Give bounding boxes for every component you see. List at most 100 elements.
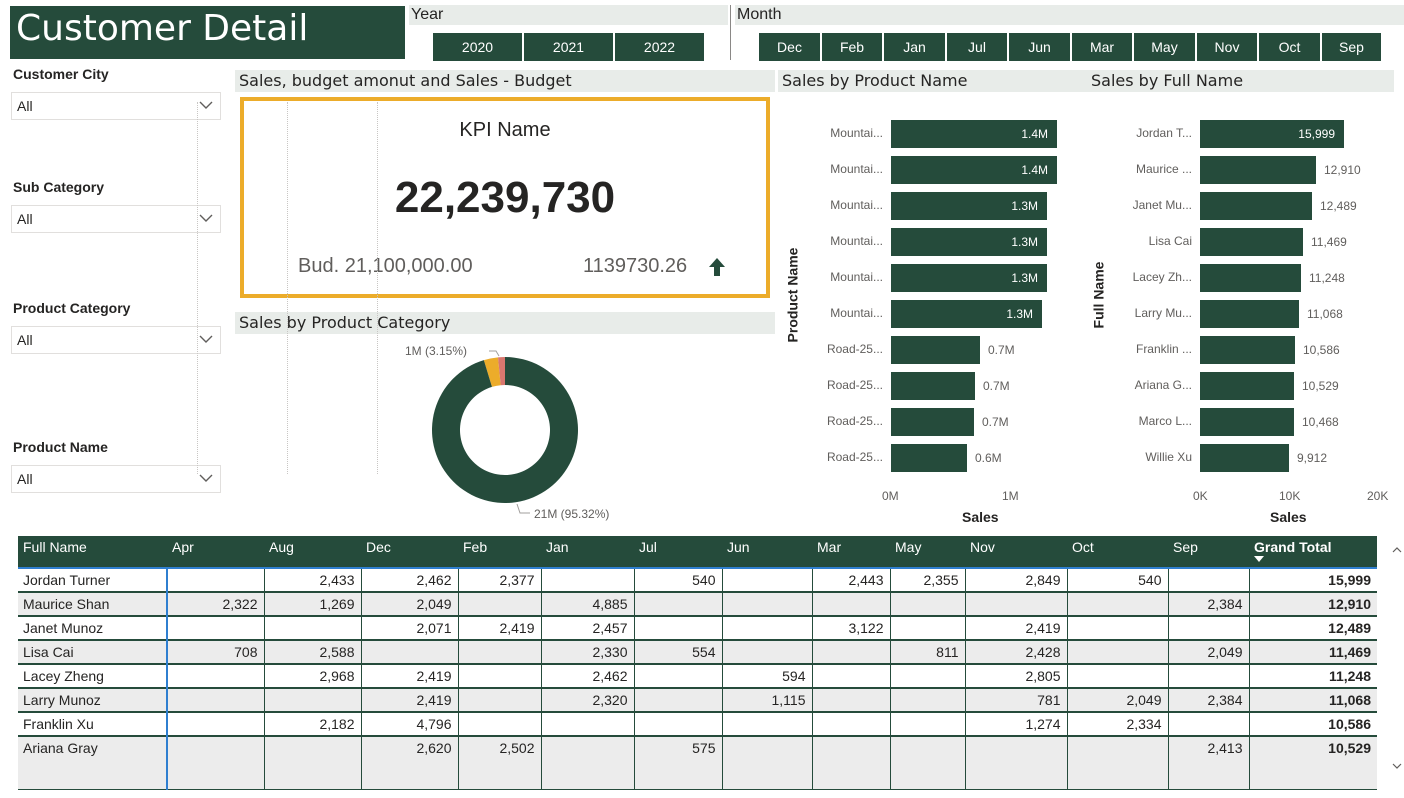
sort-desc-icon[interactable]: [1254, 556, 1264, 562]
value-cell: 2,462: [360, 567, 458, 592]
product-bar-chart[interactable]: Mountai... 1.4M Mountai... 1.4M Mountai... 1.…: [780, 100, 1080, 530]
fullname-bar[interactable]: [1200, 192, 1312, 220]
fullname-bar[interactable]: [1200, 264, 1301, 292]
value-cell: [457, 712, 541, 736]
month-option-mar[interactable]: Mar: [1072, 33, 1132, 61]
product-name-dropdown[interactable]: All: [11, 465, 221, 493]
grand-total-cell: 11,469: [1248, 640, 1377, 664]
fullname-category-label: Janet Mu...: [1132, 198, 1192, 212]
table-row[interactable]: Lacey Zheng 2,968 2,419 2,462 594 2,805 11,248: [18, 664, 1377, 688]
product-bar[interactable]: [891, 444, 967, 472]
fullname-category-label: Willie Xu: [1145, 450, 1192, 464]
fullname-bar-chart[interactable]: Jordan T... 15,999 Maurice ... 12,910 Janet …: [197, 100, 1390, 530]
product-category-label: Road-25...: [826, 378, 883, 392]
matrix-col-header[interactable]: Jan: [541, 536, 634, 568]
value-cell: [457, 664, 541, 688]
matrix-col-header[interactable]: Sep: [1168, 536, 1249, 568]
month-option-nov[interactable]: Nov: [1197, 33, 1257, 61]
fullname-category-label: Marco L...: [1138, 414, 1192, 428]
sub-category-label: Sub Category: [13, 179, 105, 195]
month-option-may[interactable]: May: [1134, 33, 1195, 61]
fullname-y-axis-title: Full Name: [1090, 261, 1107, 329]
value-cell: [633, 664, 722, 688]
fullname-bar[interactable]: [1200, 408, 1294, 436]
year-option-2021[interactable]: 2021: [524, 33, 613, 61]
product-bar[interactable]: [891, 192, 1047, 220]
value-cell: [889, 688, 965, 712]
scroll-up-icon[interactable]: [1392, 545, 1402, 555]
table-row[interactable]: Maurice Shan 2,322 1,269 2,049 4,885 2,384 12,…: [18, 592, 1377, 616]
value-cell: 2,049: [1167, 640, 1249, 664]
matrix-col-header[interactable]: Full Name: [18, 536, 167, 568]
matrix-col-header[interactable]: Dec: [361, 536, 458, 568]
month-option-dec[interactable]: Dec: [759, 33, 820, 61]
value-cell: [1167, 567, 1249, 592]
table-row[interactable]: Ariana Gray 2,620 2,502 575 2,413 10,529: [18, 736, 1377, 790]
fullname-bar[interactable]: [1200, 444, 1289, 472]
fullname-bar[interactable]: [1200, 300, 1299, 328]
product-bar[interactable]: [891, 228, 1047, 256]
table-row[interactable]: Franklin Xu 2,182 4,796 1,274 2,334 10,586: [18, 712, 1377, 736]
sub-category-dropdown[interactable]: All: [11, 205, 221, 233]
value-cell: [964, 592, 1067, 616]
product-bar[interactable]: [891, 264, 1047, 292]
matrix-col-header[interactable]: May: [890, 536, 965, 568]
fullname-bar[interactable]: [1200, 336, 1295, 364]
matrix-col-header[interactable]: Oct: [1067, 536, 1168, 568]
product-bar[interactable]: [891, 120, 1057, 148]
product-category-dropdown[interactable]: All: [11, 326, 221, 354]
customer-city-dropdown[interactable]: All: [11, 92, 221, 120]
month-option-oct[interactable]: Oct: [1259, 33, 1320, 61]
sales-matrix[interactable]: Full Name Apr Aug Dec Feb Jan Jul Jun Mar May Nov O…: [18, 536, 1377, 790]
fullname-bar[interactable]: [1200, 372, 1294, 400]
fullname-xtick-0: 0K: [1193, 489, 1208, 503]
donut-slice-green[interactable]: [432, 357, 578, 503]
value-cell: 708: [166, 640, 264, 664]
table-row[interactable]: Jordan Turner 2,433 2,462 2,377 540 2,443 2,35…: [18, 567, 1377, 592]
fullname-bar[interactable]: [1200, 156, 1316, 184]
month-option-jun[interactable]: Jun: [1009, 33, 1070, 61]
matrix-col-header[interactable]: Jun: [722, 536, 812, 568]
value-cell: 2,419: [360, 688, 458, 712]
table-row[interactable]: Janet Munoz 2,071 2,419 2,457 3,122 2,419 12,4…: [18, 616, 1377, 640]
year-option-2022[interactable]: 2022: [615, 33, 704, 61]
month-option-sep[interactable]: Sep: [1322, 33, 1381, 61]
product-bar[interactable]: [891, 336, 980, 364]
matrix-col-header[interactable]: Grand Total: [1249, 536, 1377, 568]
chevron-down-icon: [199, 335, 213, 343]
fullname-bar[interactable]: [1200, 228, 1303, 256]
month-option-jul[interactable]: Jul: [947, 33, 1007, 61]
product-bar[interactable]: [891, 372, 975, 400]
matrix-col-header[interactable]: Nov: [965, 536, 1067, 568]
month-option-feb[interactable]: Feb: [822, 33, 882, 61]
scroll-down-icon[interactable]: [1392, 761, 1402, 771]
value-cell: 540: [1066, 567, 1168, 592]
value-cell: 4,796: [360, 712, 458, 736]
table-row[interactable]: Lisa Cai 708 2,588 2,330 554 811 2,428 2,049 11,…: [18, 640, 1377, 664]
value-cell: [263, 736, 361, 790]
category-donut-chart[interactable]: [380, 340, 640, 530]
kpi-card[interactable]: KPI Name 22,239,730 Bud. 21,100,000.00 1…: [240, 97, 770, 298]
matrix-col-header[interactable]: Mar: [812, 536, 890, 568]
product-bar[interactable]: [891, 408, 974, 436]
table-row[interactable]: Larry Munoz 2,419 2,320 1,115 781 2,049 2,384 1…: [18, 688, 1377, 712]
month-option-jan[interactable]: Jan: [884, 33, 945, 61]
month-slicer-header: Month: [735, 5, 1404, 25]
donut-slice-yellow[interactable]: [483, 357, 501, 387]
donut-slice-pink[interactable]: [497, 357, 505, 386]
matrix-col-header[interactable]: Aug: [264, 536, 361, 568]
fullname-bar[interactable]: [1200, 120, 1344, 148]
product-bar[interactable]: [891, 300, 1042, 328]
matrix-col-header[interactable]: Apr: [167, 536, 264, 568]
year-option-2020[interactable]: 2020: [433, 33, 522, 61]
product-y-axis-title: Product Name: [784, 247, 801, 343]
fullname-xtick-2: 20K: [1367, 489, 1389, 503]
value-cell: 2,330: [540, 640, 634, 664]
matrix-col-header[interactable]: Feb: [458, 536, 541, 568]
product-bar[interactable]: [891, 156, 1057, 184]
value-cell: [889, 664, 965, 688]
kpi-value: 22,239,730: [394, 173, 616, 222]
product-xtick-0: 0M: [882, 489, 899, 503]
value-cell: [1167, 712, 1249, 736]
matrix-col-header[interactable]: Jul: [634, 536, 722, 568]
